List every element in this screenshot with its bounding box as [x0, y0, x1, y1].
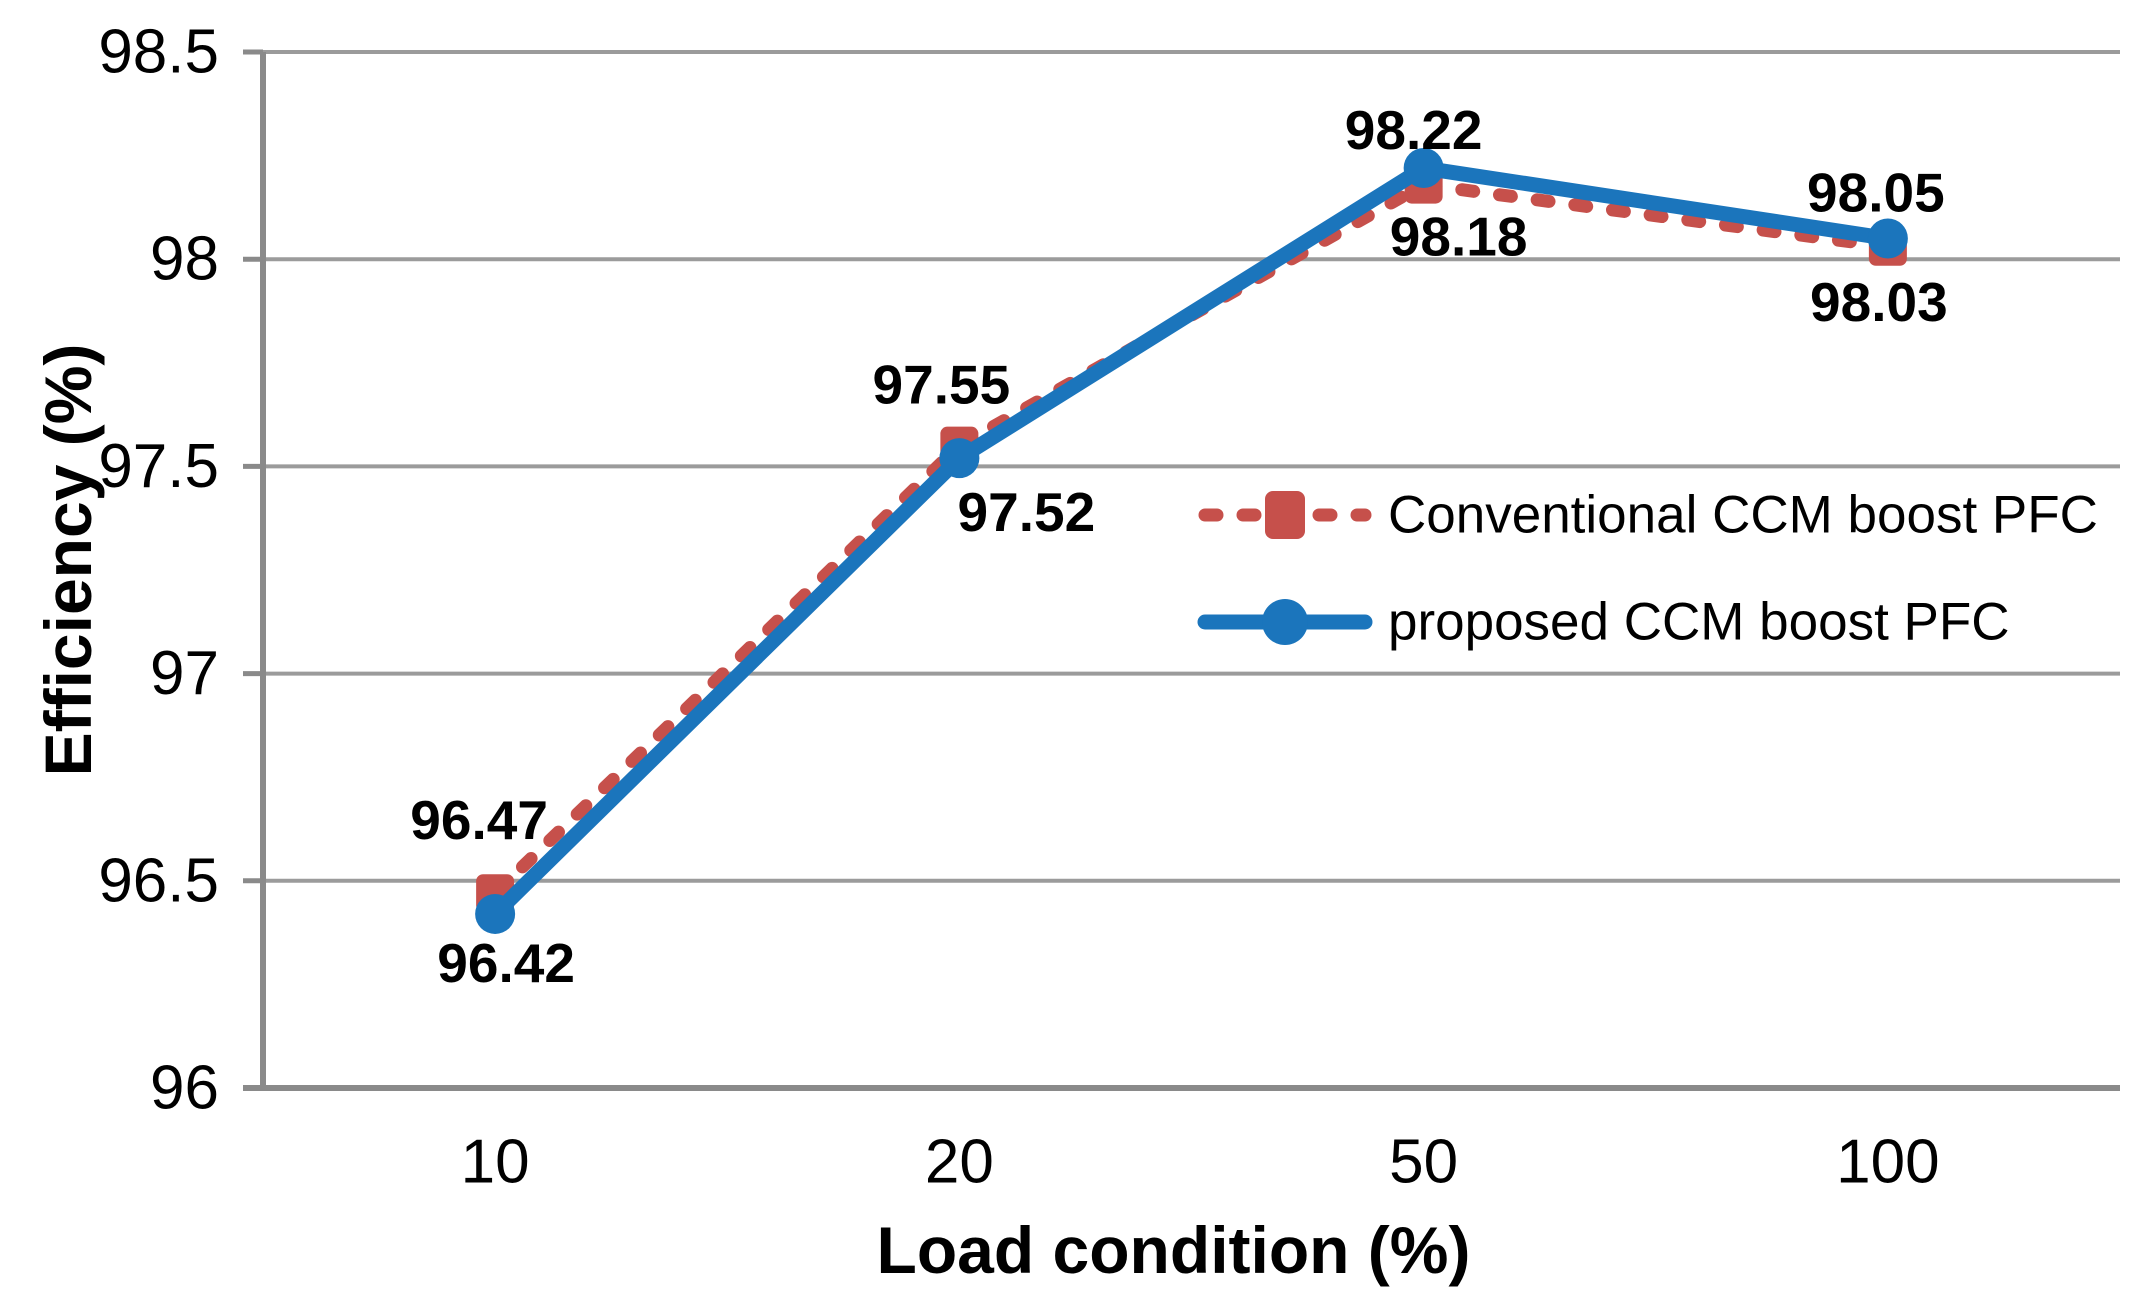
- data-label: 98.22: [1345, 99, 1483, 161]
- x-ticks-group: 10 20 50 100: [461, 1128, 1940, 1197]
- data-point-marker-circle: [475, 893, 516, 934]
- data-label: 98.03: [1810, 271, 1948, 333]
- y-ticks-group: 96 96.5 97 97.5 98 98.5: [98, 18, 263, 1123]
- legend-item: proposed CCM boost PFC: [1197, 593, 2010, 652]
- data-label: 98.18: [1390, 206, 1528, 268]
- x-tick-label: 20: [925, 1128, 994, 1197]
- data-labels-group: 96.47 97.55 98.18 98.03 96.42 97.52 98.22 98.05: [410, 99, 1947, 994]
- data-label: 96.42: [437, 932, 575, 994]
- y-tick-label: 98.5: [98, 18, 219, 87]
- data-point-marker-circle: [1403, 148, 1444, 189]
- data-label: 96.47: [410, 789, 548, 851]
- legend-marker-square: [1265, 491, 1305, 539]
- y-tick-label: 98: [150, 225, 219, 294]
- y-tick-label: 96: [150, 1054, 219, 1123]
- x-tick-label: 10: [461, 1128, 530, 1197]
- x-tick-label: 50: [1389, 1128, 1458, 1197]
- y-tick-label: 96.5: [98, 846, 219, 915]
- y-axis-title: Efficiency (%): [31, 344, 105, 777]
- legend-marker-circle: [1262, 599, 1308, 645]
- data-point-marker-circle: [1867, 218, 1908, 259]
- data-point-marker-circle: [939, 438, 980, 479]
- legend-label: proposed CCM boost PFC: [1388, 593, 2010, 652]
- series-line-proposed: [487, 160, 1896, 922]
- legend-item: Conventional CCM boost PFC: [1198, 486, 2098, 545]
- series-group: [475, 148, 1908, 934]
- data-label: 97.52: [958, 481, 1096, 543]
- y-tick-label: 97: [150, 639, 219, 708]
- data-label: 98.05: [1807, 161, 1945, 223]
- legend: Conventional CCM boost PFC proposed CCM b…: [1197, 486, 2098, 652]
- y-tick-label: 97.5: [98, 432, 219, 501]
- data-label: 97.55: [873, 354, 1011, 416]
- legend-label: Conventional CCM boost PFC: [1388, 486, 2098, 545]
- x-axis-title: Load condition (%): [877, 1213, 1471, 1287]
- gridlines-group: [263, 50, 2120, 883]
- x-tick-label: 100: [1836, 1128, 1939, 1197]
